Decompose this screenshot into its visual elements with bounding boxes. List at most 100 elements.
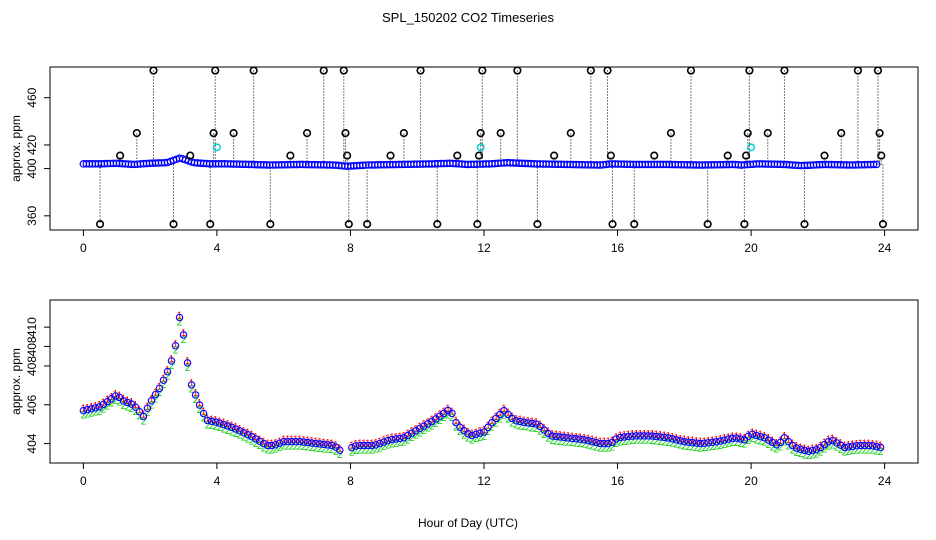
series-o-point [380, 438, 388, 446]
series-o-point [576, 435, 584, 443]
series-2-point: 2 [153, 394, 159, 405]
series-o-point [500, 406, 508, 415]
series-1-point: 1 [169, 354, 175, 365]
series-1-point: 1 [369, 439, 375, 450]
series-2-point: 2 [509, 418, 515, 429]
series-1-point: 1 [153, 388, 159, 399]
series-2-point: 2 [553, 436, 559, 447]
series-1-point: 1 [325, 438, 331, 449]
spike-point [266, 219, 275, 229]
series-2-point: 2 [357, 445, 363, 456]
series-2-point: 2 [137, 412, 143, 423]
series-o-point [259, 439, 268, 448]
series-1-point: 1 [113, 389, 119, 400]
spike-point [474, 151, 484, 160]
series-o-point [764, 436, 773, 444]
series-1-point: 1 [465, 427, 471, 438]
series-o-point [808, 446, 817, 455]
spike-point [186, 151, 195, 160]
spike-point [363, 219, 372, 229]
series-1-point: 1 [874, 440, 880, 451]
series-1-point: 1 [818, 441, 824, 452]
series-2-point: 2 [850, 446, 856, 457]
series-2-point: 2 [441, 413, 447, 424]
series-2-point: 2 [313, 443, 319, 454]
spike-point [723, 151, 732, 160]
series-o-point [464, 430, 472, 438]
series-1-point: 1 [690, 436, 696, 447]
series-o-point [448, 409, 456, 418]
spike-point [209, 129, 218, 138]
series-2-point: 2 [786, 442, 792, 453]
x-tick-label: 4 [214, 474, 221, 488]
series-2-point: 2 [774, 445, 780, 456]
series-1-point: 1 [714, 435, 720, 446]
series-1-point: 1 [389, 433, 395, 444]
series-1-point: 1 [469, 429, 475, 440]
series-1-point: 1 [854, 439, 860, 450]
series-o-point [784, 437, 793, 446]
series-o-point [111, 392, 120, 400]
series-o-point [400, 434, 408, 442]
series-1-point: 1 [806, 444, 812, 455]
series-o-point [95, 403, 104, 411]
series-1-point: 1 [105, 395, 111, 406]
series-1-point: 1 [698, 437, 704, 448]
series-2-point: 2 [690, 442, 696, 453]
series-2-point: 2 [810, 450, 816, 461]
x-tick-label: 20 [744, 474, 758, 488]
series-o-point [119, 397, 128, 405]
series-1-point: 1 [213, 415, 219, 426]
series-1-point: 1 [790, 439, 796, 450]
series-2-point: 2 [433, 419, 439, 430]
spike-point [169, 219, 178, 229]
series-2-point: 2 [513, 421, 519, 432]
series-1-point: 1 [209, 414, 215, 425]
series-2-point: 2 [361, 445, 367, 456]
series-2-point: 2 [633, 436, 639, 447]
series-2-point: 2 [457, 427, 463, 438]
series-o-point [328, 441, 336, 450]
series-1-point: 1 [89, 402, 95, 413]
series-2-point: 2 [605, 443, 611, 454]
series-o-point [199, 409, 208, 418]
baseline-point [872, 160, 881, 169]
series-2-point: 2 [758, 436, 764, 447]
series-1-point: 1 [710, 435, 716, 446]
series-o-point [772, 441, 781, 449]
series-1-point: 1 [577, 432, 583, 443]
series-2-point: 2 [221, 424, 227, 435]
series-o-point [584, 436, 592, 445]
series-o-point [408, 429, 416, 437]
series-2-point: 2 [577, 439, 583, 450]
series-1-point: 1 [397, 431, 403, 442]
series-o-point [275, 439, 284, 447]
series-o-point [311, 439, 320, 448]
series-2-point: 2 [798, 449, 804, 460]
series-o-point [668, 435, 677, 443]
series-1-point: 1 [317, 437, 323, 448]
series-1-point: 1 [137, 405, 143, 416]
series-1-point: 1 [674, 433, 680, 444]
series-o-point [508, 414, 516, 423]
spike-point [608, 219, 617, 229]
series-o-point [712, 438, 721, 446]
x-tick-label: 8 [347, 241, 354, 255]
spike-point [780, 66, 789, 75]
spike-point [741, 151, 751, 160]
series-o-point [728, 434, 737, 442]
series-1-point: 1 [657, 430, 663, 441]
series-2-point: 2 [694, 443, 700, 454]
series-2-point: 2 [129, 404, 135, 415]
series-o-point [580, 435, 588, 444]
series-1-point: 1 [225, 419, 231, 430]
series-o-point [227, 423, 236, 432]
series-2-point: 2 [846, 447, 852, 458]
series-o-point [836, 441, 845, 449]
series-2-point: 2 [257, 441, 263, 452]
series-2-point: 2 [437, 416, 443, 427]
series-o-point [840, 443, 849, 452]
series-o-point [388, 435, 396, 444]
series-o-point [796, 445, 805, 453]
